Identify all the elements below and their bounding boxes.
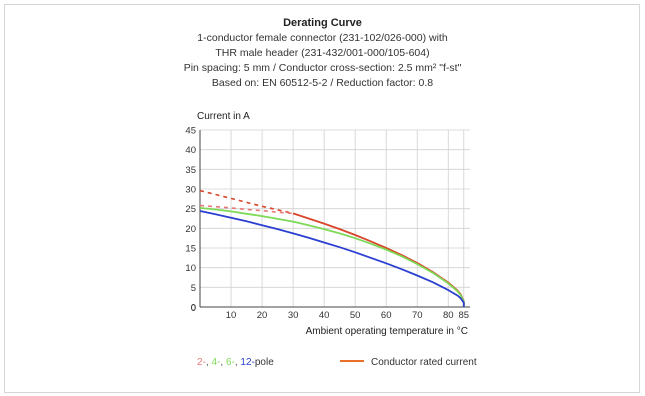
x-tick-label: 40 xyxy=(319,310,330,321)
legend-pole-label: 2-, 4-, 6-, 12-pole xyxy=(197,357,274,368)
y-axis-title: Current in A xyxy=(197,111,250,122)
x-tick-label: 85 xyxy=(459,310,470,321)
x-tick-label: 10 xyxy=(226,310,237,321)
legend-rated-label: Conductor rated current xyxy=(371,357,477,368)
chart-title: Derating Curve xyxy=(283,17,362,29)
grid xyxy=(200,129,470,307)
chart-subtitle-line-4: Based on: EN 60512-5-2 / Reduction facto… xyxy=(211,77,434,89)
legend: 2-, 4-, 6-, 12-pole Conductor rated curre… xyxy=(197,357,477,368)
chart-subtitle-line-3: Pin spacing: 5 mm / Conductor cross-sect… xyxy=(183,62,462,74)
legend-pole-part: 6- xyxy=(226,357,235,368)
x-axis-title: Ambient operating temperature in °C xyxy=(306,326,468,337)
chart-subtitle-line-1: 1-conductor female connector (231-102/02… xyxy=(197,32,448,44)
x-tick-label: 80 xyxy=(443,310,454,321)
y-tick-label: 5 xyxy=(191,283,196,294)
chart-frame xyxy=(4,4,640,393)
y-tick-label: 10 xyxy=(185,263,196,274)
y-tick-label: 15 xyxy=(185,244,196,255)
legend-pole-part: , xyxy=(220,357,226,368)
y-tick-label: 40 xyxy=(185,145,196,156)
y-tick-label: 45 xyxy=(185,126,196,137)
legend-pole-part: pole xyxy=(255,357,274,368)
y-tick-label: 20 xyxy=(185,224,196,235)
y-tick-label: 25 xyxy=(185,204,196,215)
x-tick-label: 20 xyxy=(257,310,268,321)
legend-pole-part: , xyxy=(206,357,212,368)
series-lines xyxy=(199,189,465,307)
y-tick-label: 30 xyxy=(185,185,196,196)
legend-pole-part: 2- xyxy=(197,357,206,368)
legend-pole-part: , xyxy=(235,357,241,368)
legend-pole-part: 12- xyxy=(240,357,254,368)
legend-pole-part: 4- xyxy=(211,357,220,368)
x-tick-label: 30 xyxy=(288,310,299,321)
chart-title-block: Derating Curve 1-conductor female connec… xyxy=(0,16,645,91)
y-tick-label: 0 xyxy=(191,303,196,314)
conductor-rated-current-dashed-line xyxy=(199,189,294,215)
origin-label: 0 xyxy=(191,303,196,314)
4-6-pole-line xyxy=(199,207,465,307)
chart-subtitle-line-2: THR male header (231-432/001-000/105-604… xyxy=(215,47,430,59)
x-tick-label: 70 xyxy=(412,310,423,321)
y-tick-label: 35 xyxy=(185,165,196,176)
x-tick-label: 50 xyxy=(350,310,361,321)
x-tick-label: 60 xyxy=(381,310,392,321)
axes xyxy=(199,130,470,308)
12-pole-line xyxy=(199,210,465,307)
